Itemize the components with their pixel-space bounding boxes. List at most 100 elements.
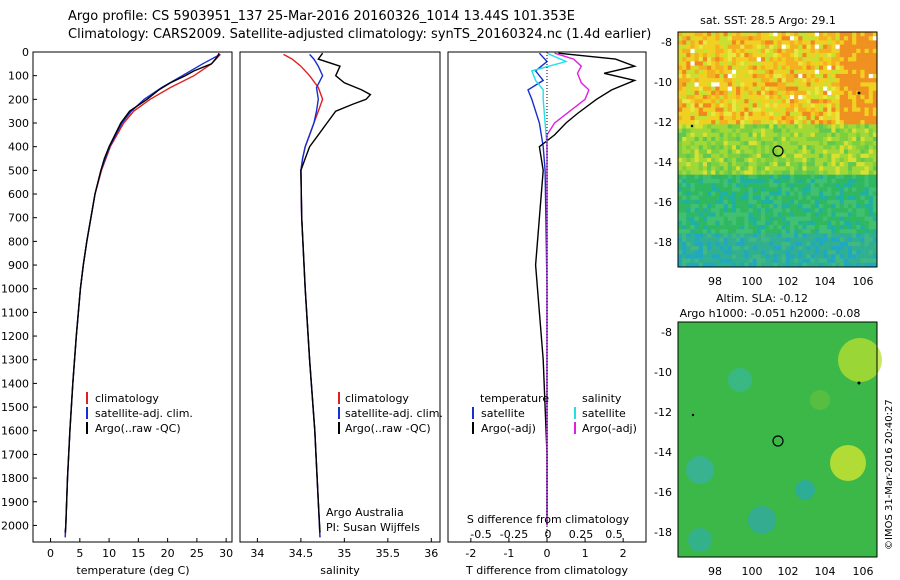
sla-title-2: Argo h1000: -0.051 h2000: -0.08 [680,307,861,320]
salinity-axes-frame [239,51,441,543]
sst-map-dot [690,124,694,128]
sla-heatmap [678,322,882,557]
sst-map-title: sat. SST: 28.5 Argo: 29.1 [700,14,836,27]
depth-tick-label: 500 [8,164,29,177]
depth-tick-label: 1700 [1,448,29,461]
map-y-tick-label: -12 [654,116,672,129]
depth-tick-label: 1800 [1,472,29,485]
x-tick-label: 34 [250,547,264,560]
s-tick-label: 0.25 [569,528,594,541]
note-argo-australia: Argo Australia [326,506,404,519]
x-tick-label: 2 [620,547,627,560]
legend-t-satellite: satellite [481,407,525,420]
series-climatology [64,53,221,538]
s-difference-title: S difference from climatology [467,513,630,526]
x-tick-label: 30 [219,547,233,560]
sla-map-frame [677,321,878,558]
x-tick-label: 25 [190,547,204,560]
x-tick-label: 34.5 [289,547,314,560]
s-tick-label: -0.25 [500,528,528,541]
map-y-tick-label: -18 [654,526,672,539]
map-x-tick-label: 106 [853,565,874,578]
salinity-x-label: salinity [320,564,360,577]
sst-map-dot [857,91,861,95]
difference-legend: temperature satellite Argo(-adj) salinit… [472,392,637,435]
map-y-tick-label: -8 [661,36,672,49]
map-x-tick-label: 104 [815,565,836,578]
x-tick-label: 0 [47,547,54,560]
sst-argo-location-marker [772,145,784,157]
map-x-tick-label: 102 [778,275,799,288]
title-line-1: Argo profile: CS 5903951_137 25-Mar-2016… [68,9,575,24]
title-line-2: Climatology: CARS2009. Satellite-adjuste… [68,27,651,42]
legend-climatology: climatology [95,392,159,405]
depth-tick-label: 1200 [1,330,29,343]
credit-footer: ©IMOS 31-Mar-2016 20:40:27 [884,399,895,550]
map-y-tick-label: -14 [654,446,672,459]
s-tick-label: 0 [545,528,552,541]
map-x-tick-label: 100 [742,565,763,578]
legend-temperature-title: temperature [480,392,549,405]
depth-tick-label: 400 [8,141,29,154]
legend-s-argo: Argo(-adj) [582,422,637,435]
depth-tick-label: 100 [8,70,29,83]
depth-tick-label: 2000 [1,519,29,532]
map-x-tick-label: 102 [778,565,799,578]
x-tick-label: 36 [424,547,438,560]
salinity-legend: climatology satellite-adj. clim. Argo(..… [338,392,443,435]
map-x-tick-label: 100 [742,275,763,288]
depth-tick-label: 1600 [1,425,29,438]
note-pi-name: PI: Susan Wijffels [326,521,420,534]
map-y-tick-label: -16 [654,486,672,499]
depth-tick-label: 900 [8,259,29,272]
series-satellite-adj-clim- [64,53,221,538]
sla-argo-location-marker [772,435,784,447]
sst-map-panel: sat. SST: 28.5 Argo: 29.1 98 100 102 104 106… [654,14,878,288]
map-y-tick-label: -10 [654,76,672,89]
x-tick-label: 35 [337,547,351,560]
depth-tick-label: 0 [22,46,29,59]
map-y-tick-label: -10 [654,366,672,379]
legend-s-satellite: satellite [582,407,626,420]
depth-tick-label: 600 [8,188,29,201]
sal-legend-satellite-adj: satellite-adj. clim. [345,407,443,420]
depth-tick-label: 700 [8,212,29,225]
map-y-tick-label: -12 [654,406,672,419]
temperature-legend: climatology satellite-adj. clim. Argo(..… [86,392,193,435]
legend-salinity-title: salinity [582,392,622,405]
sst-heatmap [678,32,878,268]
legend-satellite-adj: satellite-adj. clim. [95,407,193,420]
depth-tick-label: 1300 [1,354,29,367]
x-tick-label: 35.5 [376,547,401,560]
sla-map-panel: Altim. SLA: -0.12 Argo h1000: -0.051 h20… [654,292,882,578]
x-tick-label: 1 [582,547,589,560]
temperature-x-label: temperature (deg C) [76,564,189,577]
depth-tick-label: 1900 [1,496,29,509]
difference-panel: -2 -1 0 1 2 S difference from climatology -0… [447,51,647,577]
depth-tick-label: 1000 [1,283,29,296]
x-tick-label: 5 [76,547,83,560]
depth-tick-label: 200 [8,93,29,106]
map-y-tick-label: -16 [654,196,672,209]
depth-tick-label: 1500 [1,401,29,414]
x-tick-label: 20 [161,547,175,560]
series-s-argo-adj- [546,52,590,526]
depth-tick-label: 300 [8,117,29,130]
t-difference-x-label: T difference from climatology [465,564,628,577]
map-x-tick-label: 104 [815,275,836,288]
map-y-tick-label: -8 [661,326,672,339]
salinity-panel: 34 34.5 35 35.5 36 salinity climatology sate… [239,51,443,577]
map-y-tick-label: -14 [654,156,672,169]
sst-map-frame [677,31,878,268]
temperature-axes-frame [32,51,233,543]
x-tick-label: -1 [503,547,514,560]
sal-legend-climatology: climatology [345,392,409,405]
map-x-tick-label: 98 [708,275,722,288]
map-y-tick-label: -18 [654,236,672,249]
x-tick-label: 0 [544,547,551,560]
sla-map-dot [857,381,861,385]
depth-tick-label: 1400 [1,377,29,390]
sla-title-1: Altim. SLA: -0.12 [716,292,808,305]
legend-t-argo: Argo(-adj) [481,422,536,435]
